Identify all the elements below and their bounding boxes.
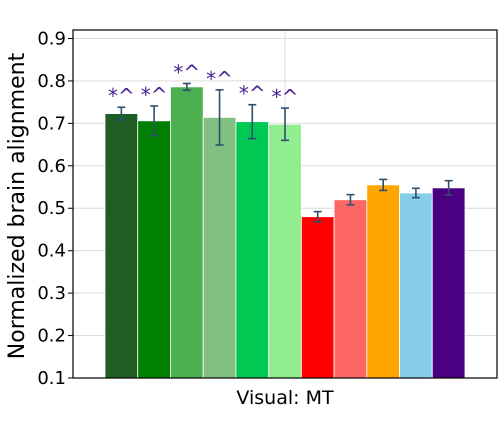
error-bar bbox=[346, 193, 355, 206]
bar bbox=[300, 216, 335, 379]
error-bar bbox=[411, 187, 420, 199]
y-tick-label: 0.6 bbox=[37, 156, 66, 177]
y-tick-label: 0.7 bbox=[37, 113, 66, 134]
bar bbox=[268, 123, 302, 379]
error-bar bbox=[117, 106, 126, 121]
y-axis-ticks: 0.1 0.2 0.3 0.4 0.5 0.6 0.7 0.8 0.9 bbox=[37, 28, 73, 389]
significance-label: *^ bbox=[141, 83, 168, 107]
error-bar bbox=[281, 107, 289, 142]
bar bbox=[137, 120, 171, 379]
y-tick-label: 0.9 bbox=[37, 28, 66, 49]
bar bbox=[431, 187, 466, 379]
bar bbox=[202, 117, 237, 379]
y-tick-label: 0.5 bbox=[37, 198, 66, 219]
error-bar bbox=[182, 82, 191, 92]
bar bbox=[366, 184, 400, 379]
bar bbox=[104, 113, 139, 379]
error-bar bbox=[150, 105, 159, 137]
error-bar bbox=[313, 210, 322, 223]
significance-annotations: *^ *^*^ *^*^ *^ bbox=[108, 60, 298, 109]
y-tick-label: 0.3 bbox=[37, 283, 66, 304]
bar bbox=[235, 121, 270, 379]
y-tick-label: 0.8 bbox=[37, 71, 66, 92]
bar bbox=[399, 192, 433, 379]
error-bar bbox=[444, 179, 453, 196]
error-bar bbox=[215, 89, 224, 146]
significance-label: *^ bbox=[108, 84, 135, 108]
error-bar bbox=[379, 178, 388, 192]
bar bbox=[170, 86, 204, 379]
y-tick-label: 0.2 bbox=[37, 326, 66, 347]
error-bar bbox=[248, 103, 257, 140]
y-axis-label: Normalized brain alignment bbox=[5, 52, 30, 359]
significance-label: *^ bbox=[173, 60, 200, 84]
significance-label: *^ bbox=[272, 85, 299, 109]
y-tick-label: 0.1 bbox=[37, 368, 66, 389]
x-axis-label: Visual: MT bbox=[236, 387, 334, 409]
significance-label: *^ bbox=[239, 82, 266, 106]
y-tick-label: 0.4 bbox=[37, 241, 66, 262]
plot-frame bbox=[72, 29, 498, 379]
error-bars bbox=[117, 82, 453, 223]
bar bbox=[333, 199, 368, 379]
significance-label: *^ bbox=[206, 67, 233, 91]
